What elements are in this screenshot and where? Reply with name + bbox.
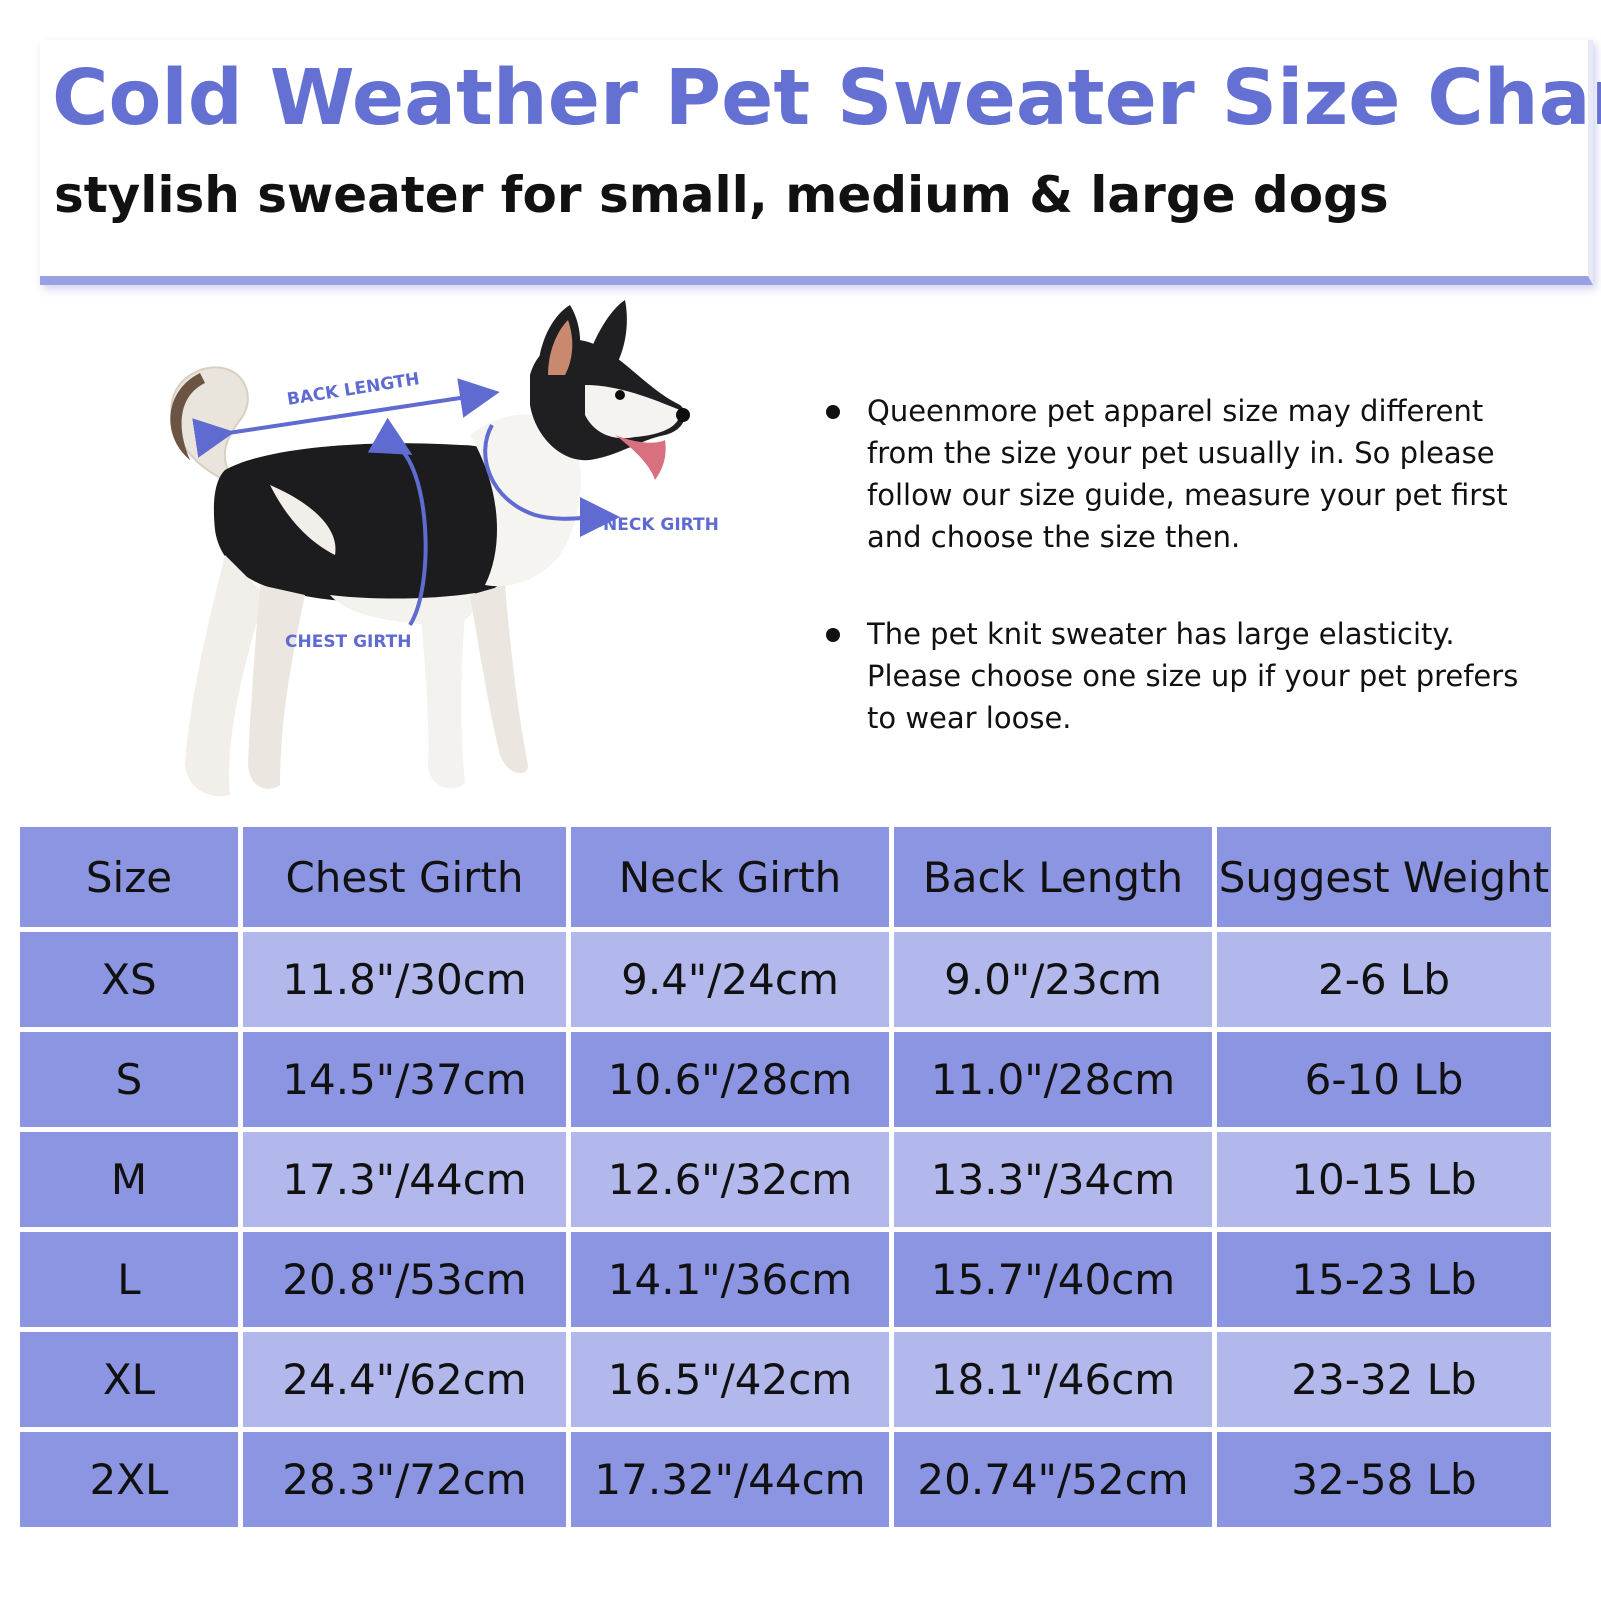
page-subtitle: stylish sweater for small, medium & larg… bbox=[54, 166, 1389, 224]
chest-girth-cell: 11.8"/30cm bbox=[243, 932, 566, 1027]
size-cell: XS bbox=[20, 932, 238, 1027]
dog-measurement-figure: BACK LENGTH NECK GIRTH CHEST GIRTH bbox=[130, 295, 770, 815]
header-card bbox=[40, 40, 1593, 285]
bullet-icon bbox=[826, 628, 840, 642]
dog-leg-back-left bbox=[185, 555, 265, 797]
table-row: 2XL 28.3"/72cm 17.32"/44cm 20.74"/52cm 3… bbox=[20, 1432, 1551, 1527]
chest-girth-cell: 20.8"/53cm bbox=[243, 1232, 566, 1327]
column-header-back-length: Back Length bbox=[894, 827, 1212, 927]
neck-girth-cell: 14.1"/36cm bbox=[571, 1232, 889, 1327]
table-row: M 17.3"/44cm 12.6"/32cm 13.3"/34cm 10-15… bbox=[20, 1132, 1551, 1227]
column-header-size: Size bbox=[20, 827, 238, 927]
size-cell: 2XL bbox=[20, 1432, 238, 1527]
chest-girth-cell: 17.3"/44cm bbox=[243, 1132, 566, 1227]
table-row: S 14.5"/37cm 10.6"/28cm 11.0"/28cm 6-10 … bbox=[20, 1032, 1551, 1127]
neck-girth-cell: 16.5"/42cm bbox=[571, 1332, 889, 1427]
dog-tail bbox=[170, 366, 249, 482]
back-length-label: BACK LENGTH bbox=[286, 369, 421, 410]
neck-girth-cell: 9.4"/24cm bbox=[571, 932, 889, 1027]
suggest-weight-cell: 6-10 Lb bbox=[1217, 1032, 1551, 1127]
dog-illustration: BACK LENGTH NECK GIRTH CHEST GIRTH bbox=[170, 300, 719, 797]
note-text: The pet knit sweater has large elasticit… bbox=[867, 617, 1519, 735]
table-row: XL 24.4"/62cm 16.5"/42cm 18.1"/46cm 23-3… bbox=[20, 1332, 1551, 1427]
page-title: Cold Weather Pet Sweater Size Chart bbox=[52, 54, 1601, 143]
dog-ear-right bbox=[585, 300, 627, 375]
back-length-cell: 20.74"/52cm bbox=[894, 1432, 1212, 1527]
back-length-cell: 11.0"/28cm bbox=[894, 1032, 1212, 1127]
size-cell: S bbox=[20, 1032, 238, 1127]
note-item: The pet knit sweater has large elasticit… bbox=[820, 613, 1547, 739]
size-cell: M bbox=[20, 1132, 238, 1227]
back-length-cell: 18.1"/46cm bbox=[894, 1332, 1212, 1427]
chest-girth-arrow bbox=[367, 417, 428, 627]
size-cell: XL bbox=[20, 1332, 238, 1427]
suggest-weight-cell: 2-6 Lb bbox=[1217, 932, 1551, 1027]
bullet-icon bbox=[826, 405, 840, 419]
neck-girth-arrow bbox=[483, 424, 620, 538]
back-length-arrow bbox=[192, 378, 500, 458]
table-header-row: Size Chest Girth Neck Girth Back Length … bbox=[20, 827, 1551, 927]
back-length-cell: 13.3"/34cm bbox=[894, 1132, 1212, 1227]
column-header-suggest-weight: Suggest Weight bbox=[1217, 827, 1551, 927]
table-row: XS 11.8"/30cm 9.4"/24cm 9.0"/23cm 2-6 Lb bbox=[20, 932, 1551, 1027]
chest-girth-cell: 24.4"/62cm bbox=[243, 1332, 566, 1427]
neck-girth-cell: 10.6"/28cm bbox=[571, 1032, 889, 1127]
suggest-weight-cell: 10-15 Lb bbox=[1217, 1132, 1551, 1227]
dog-leg-front-left bbox=[420, 605, 465, 789]
suggest-weight-cell: 32-58 Lb bbox=[1217, 1432, 1551, 1527]
chest-girth-cell: 28.3"/72cm bbox=[243, 1432, 566, 1527]
suggest-weight-cell: 15-23 Lb bbox=[1217, 1232, 1551, 1327]
back-length-cell: 15.7"/40cm bbox=[894, 1232, 1212, 1327]
note-item: Queenmore pet apparel size may different… bbox=[820, 390, 1547, 558]
column-header-chest-girth: Chest Girth bbox=[243, 827, 566, 927]
size-cell: L bbox=[20, 1232, 238, 1327]
column-header-neck-girth: Neck Girth bbox=[571, 827, 889, 927]
suggest-weight-cell: 23-32 Lb bbox=[1217, 1332, 1551, 1427]
neck-girth-label: NECK GIRTH bbox=[603, 515, 719, 535]
neck-girth-cell: 17.32"/44cm bbox=[571, 1432, 889, 1527]
table-row: L 20.8"/53cm 14.1"/36cm 15.7"/40cm 15-23… bbox=[20, 1232, 1551, 1327]
dog-body bbox=[213, 443, 531, 604]
chest-girth-cell: 14.5"/37cm bbox=[243, 1032, 566, 1127]
back-length-cell: 9.0"/23cm bbox=[894, 932, 1212, 1027]
size-table: Size Chest Girth Neck Girth Back Length … bbox=[15, 822, 1556, 1532]
neck-girth-cell: 12.6"/32cm bbox=[571, 1132, 889, 1227]
note-text: Queenmore pet apparel size may different… bbox=[867, 394, 1508, 554]
chest-girth-label: CHEST GIRTH bbox=[285, 632, 412, 652]
